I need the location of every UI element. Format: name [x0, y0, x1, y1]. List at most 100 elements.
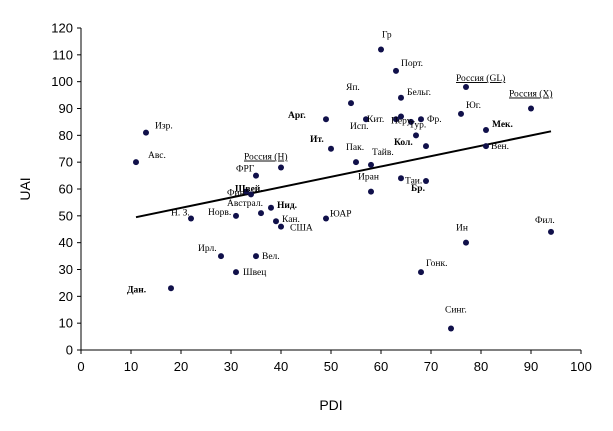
point-label: Таи. — [405, 176, 422, 186]
data-point — [253, 172, 259, 179]
point-label: Кан. — [282, 215, 300, 225]
data-point — [423, 143, 429, 150]
point-label: Норв. — [208, 208, 231, 218]
data-point — [413, 132, 419, 139]
x-tick-label: 90 — [524, 359, 538, 374]
y-tick-label: 90 — [59, 101, 73, 116]
data-point — [323, 215, 329, 222]
data-points — [133, 46, 554, 332]
y-tick-label: 110 — [52, 47, 73, 62]
data-point — [528, 105, 534, 112]
point-label: Гонк. — [426, 259, 447, 269]
point-label: ФРГ — [236, 165, 255, 175]
data-point — [368, 161, 374, 168]
data-point — [268, 204, 274, 211]
point-label: Ирл. — [198, 244, 217, 254]
trend-line — [135, 130, 552, 219]
point-labels: Гр Порт. Россия (GL) Бельг. Яп. Россия (X) Юг.… — [127, 30, 555, 315]
data-point — [363, 116, 369, 123]
data-point — [273, 218, 279, 225]
point-label: Тур. — [409, 120, 426, 130]
point-label: Дан. — [127, 285, 146, 295]
y-tick-label: 60 — [59, 182, 73, 197]
data-point — [423, 177, 429, 184]
point-label: Нид. — [277, 201, 297, 211]
point-label: Фр. — [427, 115, 442, 125]
point-label: Пак. — [346, 143, 364, 153]
data-point — [243, 188, 249, 195]
x-tick-label: 30 — [224, 359, 238, 374]
point-label: Исп. — [350, 122, 369, 132]
data-point — [278, 223, 284, 230]
data-point — [393, 116, 399, 123]
point-label: Швец — [243, 268, 266, 278]
data-point — [323, 116, 329, 123]
point-label: Австрал. — [227, 199, 263, 209]
data-point — [548, 228, 554, 235]
data-point — [188, 215, 194, 222]
data-point — [458, 110, 464, 117]
y-tick-label: 0 — [66, 343, 73, 358]
point-label: Н. З. — [171, 209, 190, 219]
point-label: Ит. — [310, 135, 324, 145]
data-point — [353, 159, 359, 166]
data-point — [278, 164, 284, 171]
x-tick-label: 80 — [474, 359, 488, 374]
data-point — [368, 188, 374, 195]
data-point — [448, 325, 454, 332]
x-tick-label: 70 — [424, 359, 438, 374]
y-tick-label: 100 — [51, 74, 73, 89]
point-label: Изр. — [155, 122, 173, 132]
point-label: Юг. — [466, 101, 481, 111]
data-point — [418, 269, 424, 276]
y-tick-label: 40 — [59, 235, 73, 250]
y-tick-label: 120 — [51, 21, 73, 36]
x-tick-label: 20 — [174, 359, 188, 374]
data-point — [418, 116, 424, 123]
y-tick-label: 80 — [59, 128, 73, 143]
data-point — [143, 129, 149, 136]
point-label: Гр — [382, 30, 392, 40]
point-label: Россия (GL) — [456, 73, 505, 84]
point-label: Кит. — [367, 115, 384, 125]
point-label: Фил. — [535, 216, 555, 226]
x-tick-label: 0 — [77, 359, 84, 374]
point-label: Бр. — [411, 184, 425, 194]
point-label: Россия (Н) — [244, 152, 287, 163]
axes — [77, 27, 582, 354]
point-label: Перу — [391, 117, 412, 127]
point-label: Порт. — [401, 59, 423, 69]
x-axis-title: PDI — [319, 397, 342, 413]
data-point — [168, 285, 174, 292]
data-point — [233, 269, 239, 276]
data-point — [483, 126, 489, 133]
x-tick-label: 10 — [124, 359, 138, 374]
data-point — [233, 212, 239, 219]
y-axis-title: UAI — [17, 177, 33, 200]
data-point — [398, 94, 404, 101]
data-point — [133, 159, 139, 166]
data-point — [393, 67, 399, 74]
point-label: Россия (X) — [509, 89, 552, 100]
data-point — [483, 143, 489, 150]
point-label: Синг. — [445, 306, 467, 316]
data-point — [248, 191, 254, 198]
x-tick-label: 60 — [374, 359, 388, 374]
y-tick-label: 50 — [59, 208, 73, 223]
tick-labels: 0 10 20 30 40 50 60 70 80 90 100 0 10 20 30 40 50 60 70 80 9… — [51, 21, 592, 375]
data-point — [218, 253, 224, 260]
point-label: Ин — [456, 224, 468, 234]
point-label: ЮАР — [330, 210, 352, 220]
point-label: Бельг. — [407, 88, 431, 98]
point-label: Яп. — [346, 83, 360, 93]
data-point — [253, 253, 259, 260]
data-point — [258, 210, 264, 217]
data-point — [398, 113, 404, 120]
data-point — [398, 175, 404, 182]
point-label: Мек. — [492, 120, 513, 130]
point-label: Авс. — [148, 151, 166, 161]
point-label: Тайв. — [372, 147, 394, 158]
point-label: Швей. — [235, 183, 263, 194]
data-point — [328, 145, 334, 152]
